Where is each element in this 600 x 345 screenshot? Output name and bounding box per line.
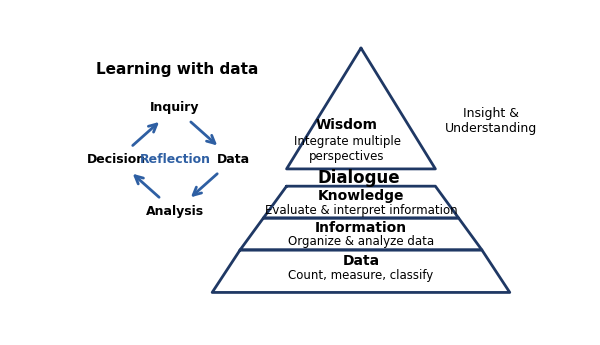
Text: Knowledge: Knowledge bbox=[318, 189, 404, 203]
Text: Integrate multiple
perspectives: Integrate multiple perspectives bbox=[293, 135, 401, 163]
Text: Data: Data bbox=[343, 254, 380, 268]
Text: Analysis: Analysis bbox=[146, 205, 204, 218]
Text: Dialogue: Dialogue bbox=[317, 169, 400, 187]
Text: Count, measure, classify: Count, measure, classify bbox=[289, 269, 434, 282]
Text: Organize & analyze data: Organize & analyze data bbox=[288, 235, 434, 248]
Text: Insight &
Understanding: Insight & Understanding bbox=[445, 107, 538, 135]
Text: Reflection: Reflection bbox=[139, 153, 211, 166]
Text: Inquiry: Inquiry bbox=[150, 101, 200, 114]
Text: Data: Data bbox=[217, 153, 250, 166]
Text: Evaluate & interpret information: Evaluate & interpret information bbox=[265, 204, 457, 217]
Text: Wisdom: Wisdom bbox=[316, 118, 378, 132]
Text: Information: Information bbox=[315, 221, 407, 235]
Text: Learning with data: Learning with data bbox=[96, 62, 259, 77]
Text: Decision: Decision bbox=[87, 153, 146, 166]
